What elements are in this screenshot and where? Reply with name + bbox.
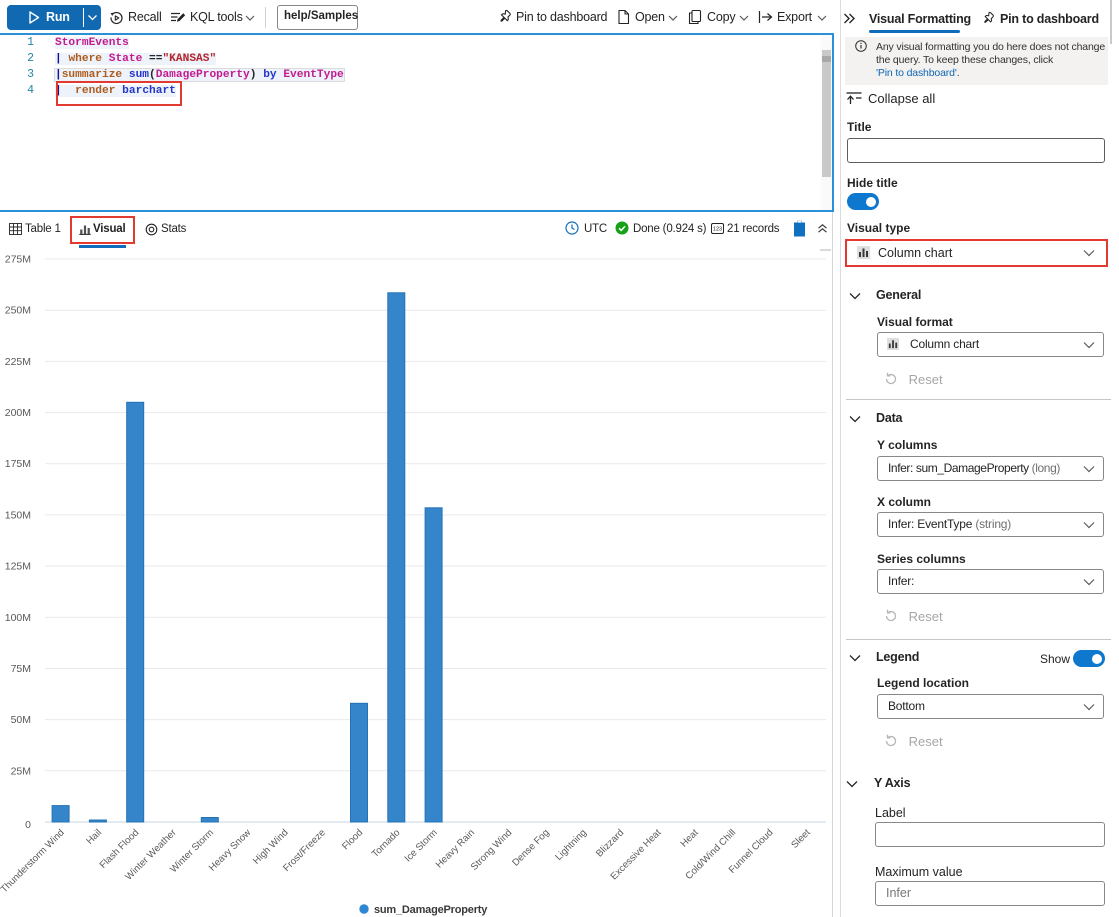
svg-text:123: 123: [713, 227, 722, 233]
svg-text:Blizzard: Blizzard: [594, 827, 626, 859]
svg-text:150M: 150M: [5, 509, 31, 521]
svg-text:Dense Fog: Dense Fog: [510, 827, 551, 868]
svg-text:Sleet: Sleet: [789, 827, 813, 851]
svg-text:sum_DamageProperty: sum_DamageProperty: [374, 904, 488, 916]
svg-text:Ice Storm: Ice Storm: [403, 827, 440, 864]
svg-text:225M: 225M: [5, 356, 31, 368]
svg-text:50M: 50M: [11, 714, 31, 726]
svg-text:Heat: Heat: [679, 827, 701, 849]
svg-text:Flood: Flood: [340, 827, 365, 852]
svg-text:Hail: Hail: [84, 827, 104, 847]
svg-text:75M: 75M: [11, 663, 31, 675]
svg-text:200M: 200M: [5, 407, 31, 419]
svg-text:Thunderstorm Wind: Thunderstorm Wind: [0, 827, 67, 895]
svg-text:250M: 250M: [5, 305, 31, 317]
svg-text:Lightning: Lightning: [553, 827, 589, 863]
svg-text:275M: 275M: [5, 254, 31, 266]
svg-text:0: 0: [25, 819, 31, 831]
svg-text:125M: 125M: [5, 561, 31, 573]
svg-text:175M: 175M: [5, 458, 31, 470]
svg-text:100M: 100M: [5, 612, 31, 624]
svg-text:Tornado: Tornado: [370, 827, 403, 860]
svg-text:High Wind: High Wind: [251, 827, 290, 866]
svg-text:25M: 25M: [11, 765, 31, 777]
